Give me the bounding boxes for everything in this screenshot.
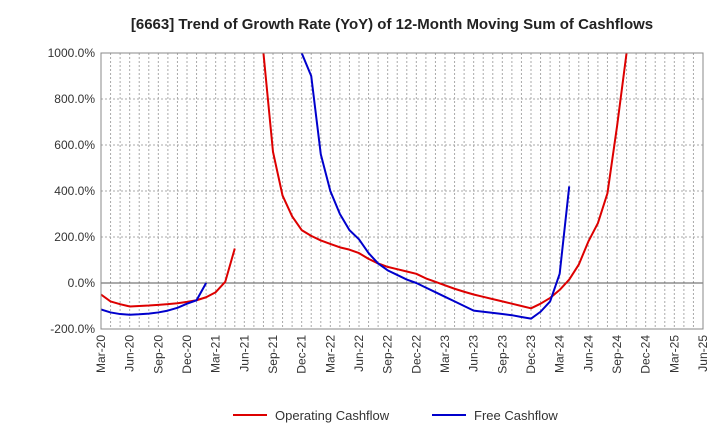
series-line-operating-cashflow — [262, 53, 628, 310]
y-tick-label: 400.0% — [54, 184, 95, 198]
x-tick-label: Mar-20 — [94, 335, 108, 373]
x-tick-label: Jun-22 — [352, 335, 366, 372]
legend-label: Operating Cashflow — [275, 408, 390, 423]
x-tick-label: Mar-25 — [667, 335, 681, 373]
y-tick-label: 600.0% — [54, 138, 95, 152]
chart-title: [6663] Trend of Growth Rate (YoY) of 12-… — [131, 16, 653, 33]
x-tick-label: Jun-23 — [467, 335, 481, 372]
x-tick-label: Mar-24 — [553, 335, 567, 373]
x-tick-label: Dec-21 — [295, 335, 309, 374]
y-tick-label: 1000.0% — [48, 46, 96, 60]
x-tick-label: Dec-22 — [409, 335, 423, 374]
series-line-free-cashflow — [300, 53, 571, 320]
x-tick-label: Jun-25 — [696, 335, 710, 372]
x-tick-label: Sep-21 — [266, 335, 280, 374]
x-tick-label: Sep-23 — [495, 335, 509, 374]
legend-label: Free Cashflow — [474, 408, 558, 423]
x-tick-label: Mar-23 — [438, 335, 452, 373]
x-tick-label: Dec-20 — [180, 335, 194, 374]
y-tick-label: 0.0% — [68, 276, 96, 290]
x-tick-label: Dec-24 — [639, 335, 653, 374]
y-tick-label: 200.0% — [54, 230, 95, 244]
x-tick-label: Mar-22 — [323, 335, 337, 373]
y-tick-label: 800.0% — [54, 92, 95, 106]
x-tick-label: Dec-23 — [524, 335, 538, 374]
x-tick-label: Sep-22 — [381, 335, 395, 374]
series-lines — [101, 53, 628, 320]
y-axis-tick-labels: -200.0% 0.0% 200.0% 400.0% 600.0% 800.0% 1000.… — [48, 46, 96, 336]
x-tick-label: Mar-21 — [209, 335, 223, 373]
series-line-operating-cashflow — [101, 248, 236, 308]
series-line-free-cashflow — [101, 282, 207, 316]
legend: Operating Cashflow Free Cashflow — [233, 408, 558, 423]
x-tick-label: Jun-20 — [123, 335, 137, 372]
grid-lines — [101, 52, 703, 330]
x-tick-label: Sep-24 — [610, 335, 624, 374]
y-tick-label: -200.0% — [50, 322, 95, 336]
plot-frame — [100, 52, 704, 330]
x-tick-label: Jun-21 — [237, 335, 251, 372]
x-tick-label: Sep-20 — [151, 335, 165, 374]
x-tick-label: Jun-24 — [581, 335, 595, 372]
x-axis-tick-labels: Mar-20 Jun-20 Sep-20 Dec-20 Mar-21 Jun-21 Sep-… — [94, 335, 710, 374]
